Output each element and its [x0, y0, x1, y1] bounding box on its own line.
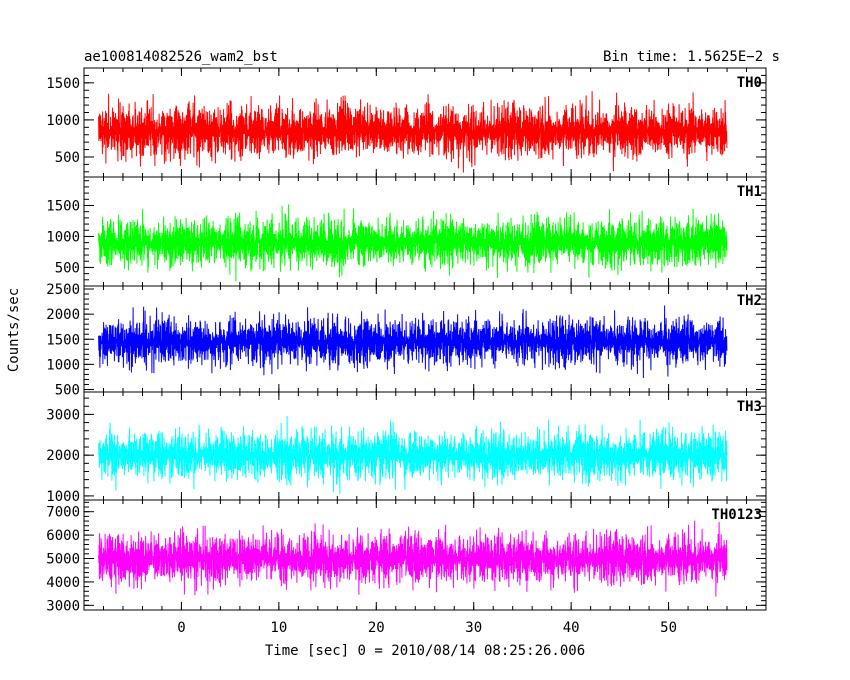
- x-tick-label: 40: [563, 620, 580, 636]
- panel-th2: 500 1000 1500 2000 2500 TH2: [46, 282, 767, 398]
- x-tick-label: 20: [368, 620, 385, 636]
- panel-th3: 1000 2000 3000 TH3: [46, 391, 767, 505]
- y-tick-label: 1000: [46, 357, 80, 373]
- y-axis-label: Counts/sec: [6, 288, 22, 372]
- panel-name: TH2: [737, 293, 762, 309]
- y-tick-label: 500: [55, 382, 80, 398]
- y-tick-label: 2000: [46, 307, 80, 323]
- x-tick-label: 0: [177, 620, 185, 636]
- panel-name: TH3: [737, 399, 762, 415]
- panel-th1: 500 1000 1500 TH1: [46, 176, 767, 287]
- y-tick-label: 4000: [46, 575, 80, 591]
- y-tick-label: 5000: [46, 552, 80, 568]
- y-tick-label: 500: [55, 260, 80, 276]
- series-th1: [98, 204, 728, 282]
- panel-name: TH0: [737, 75, 762, 91]
- series-th0: [98, 91, 728, 173]
- y-tick-label: 7000: [46, 505, 80, 521]
- y-tick-label: 1500: [46, 332, 80, 348]
- panel-th0: 500 1000 1500 TH0: [46, 67, 767, 178]
- y-tick-label: 3000: [46, 407, 80, 423]
- y-tick-label: 1000: [46, 229, 80, 245]
- x-axis-label: Time [sec] 0 = 2010/08/14 08:25:26.006: [265, 643, 585, 659]
- chart-title: ae100814082526_wam2_bst: [84, 49, 278, 65]
- x-tick-label: 30: [465, 620, 482, 636]
- x-tick-label: 10: [270, 620, 287, 636]
- panel-frame: [83, 499, 767, 611]
- panel-name: TH0123: [711, 507, 762, 523]
- y-tick-label: 2500: [46, 282, 80, 298]
- series-th2: [98, 305, 728, 378]
- y-tick-label: 1000: [46, 113, 80, 129]
- y-tick-label: 1500: [46, 198, 80, 214]
- series-th0123: [98, 520, 728, 597]
- panel-name: TH1: [737, 184, 762, 200]
- x-tick-label: 50: [660, 620, 677, 636]
- y-tick-label: 1500: [46, 76, 80, 92]
- y-tick-label: 2000: [46, 448, 80, 464]
- bin-time-label: Bin time: 1.5625E−2 s: [603, 49, 780, 65]
- panel-th0123: 3000 4000 5000 6000 7000 TH0123 0 10 20 30 40 50: [46, 499, 767, 636]
- y-tick-label: 500: [55, 150, 80, 166]
- series-th3: [98, 415, 728, 494]
- y-tick-label: 6000: [46, 528, 80, 544]
- y-tick-label: 3000: [46, 598, 80, 614]
- y-tick-label: 1000: [46, 489, 80, 505]
